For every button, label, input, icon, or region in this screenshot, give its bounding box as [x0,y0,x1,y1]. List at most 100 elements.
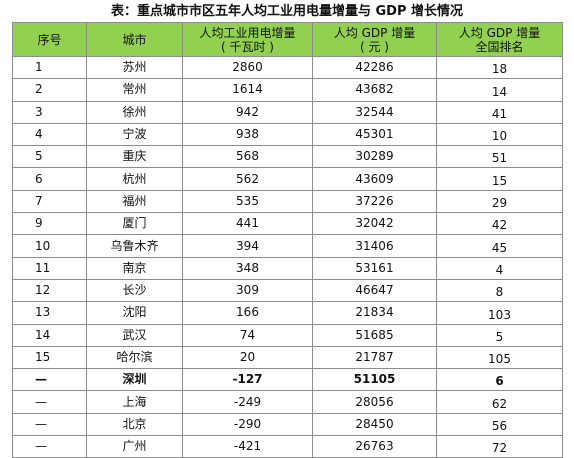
cell-rank: 62 [436,390,563,414]
table-row: 5 重庆 568 30289 51 [12,145,563,169]
cell-power: 166 [182,301,313,325]
cell-rank: 5 [436,323,563,347]
cell-rank: 15 [436,167,563,191]
cell-power: 309 [182,278,313,303]
cell-rank: 72 [436,435,563,458]
cell-gdp: 26763 [312,435,437,458]
cell-seq: — [12,435,87,458]
cell-power: 20 [182,345,313,370]
cell-power: -127 [182,368,313,392]
cell-rank: 8 [436,278,563,303]
cell-seq: 2 [12,78,87,102]
cell-power: -421 [182,435,313,458]
cell-seq: 3 [12,100,87,124]
cell-gdp: 43609 [312,167,437,191]
table-row: 7 福州 535 37226 29 [12,189,563,214]
header-rank: 人均 GDP 增量 全国排名 [436,22,563,57]
cell-rank: 105 [436,345,563,370]
cell-gdp: 51105 [312,368,437,392]
cell-rank: 4 [436,256,563,280]
cell-rank: 6 [436,368,563,392]
header-gdp-line2: ( 元 ) [360,39,389,54]
cell-power: -249 [182,390,313,414]
cell-gdp: 28056 [312,390,437,414]
cell-city: 上海 [86,390,183,414]
cell-seq: 9 [12,212,87,236]
cell-city: 北京 [86,412,183,437]
cell-city: 重庆 [86,145,183,169]
cell-seq: 1 [12,55,87,80]
table-title: 表：重点城市市区五年人均工业用电量增量与 GDP 增长情况 [110,4,464,19]
cell-city: 常州 [86,78,183,102]
cell-power: 942 [182,100,313,124]
table-row: 2 常州 1614 43682 14 [12,78,563,102]
cell-rank: 10 [436,122,563,147]
cell-city: 苏州 [86,55,183,80]
cell-gdp: 32544 [312,100,437,124]
data-table: 序号 城市 人均工业用电增量 ( 千瓦时 ) 人均 GDP 增量 ( 元 ) 人… [12,22,563,458]
cell-power: 562 [182,167,313,191]
cell-city: 沈阳 [86,301,183,325]
cell-city: 南京 [86,256,183,280]
cell-gdp: 42286 [312,55,437,80]
cell-city: 深圳 [86,368,183,392]
cell-city: 乌鲁木齐 [86,234,183,258]
cell-city: 武汉 [86,323,183,347]
cell-seq: 12 [12,278,87,303]
cell-gdp: 43682 [312,78,437,102]
cell-seq: 13 [12,301,87,325]
table-row: 4 宁波 938 45301 10 [12,122,563,147]
table-row: 6 杭州 562 43609 15 [12,167,563,191]
cell-gdp: 28450 [312,412,437,437]
table-body: 1 苏州 2860 42286 18 2 常州 1614 43682 14 3 徐州 942 32544 4… [12,55,563,458]
cell-rank: 41 [436,100,563,124]
cell-seq: 6 [12,167,87,191]
table-row: 15 哈尔滨 20 21787 105 [12,345,563,370]
cell-seq: 14 [12,323,87,347]
table-row: 10 乌鲁木齐 394 31406 45 [12,234,563,258]
cell-power: 394 [182,234,313,258]
cell-city: 徐州 [86,100,183,124]
cell-seq: — [12,368,87,392]
cell-power: 348 [182,256,313,280]
header-power: 人均工业用电增量 ( 千瓦时 ) [182,22,313,57]
cell-city: 厦门 [86,212,183,236]
cell-rank: 45 [436,234,563,258]
header-gdp: 人均 GDP 增量 ( 元 ) [312,22,437,57]
table-row: 11 南京 348 53161 4 [12,256,563,280]
cell-power: 2860 [182,55,313,80]
cell-power: 535 [182,189,313,214]
cell-seq: 15 [12,345,87,370]
cell-city: 福州 [86,189,183,214]
cell-seq: 4 [12,122,87,147]
cell-gdp: 21787 [312,345,437,370]
table-row: 13 沈阳 166 21834 103 [12,301,563,325]
cell-rank: 42 [436,212,563,236]
cell-gdp: 51685 [312,323,437,347]
table-row: 12 长沙 309 46647 8 [12,278,563,303]
header-gdp-line1: 人均 GDP 增量 [333,25,416,40]
cell-city: 杭州 [86,167,183,191]
table-row: 3 徐州 942 32544 41 [12,100,563,124]
table-row: — 上海 -249 28056 62 [12,390,563,414]
cell-power: 938 [182,122,313,147]
header-power-line1: 人均工业用电增量 [199,25,296,40]
header-row: 序号 城市 人均工业用电增量 ( 千瓦时 ) 人均 GDP 增量 ( 元 ) 人… [12,22,563,57]
cell-city: 哈尔滨 [86,345,183,370]
header-rank-line1: 人均 GDP 增量 [458,25,541,40]
cell-power: 74 [182,323,313,347]
cell-power: -290 [182,412,313,437]
cell-rank: 29 [436,189,563,214]
header-rank-line2: 全国排名 [475,39,524,54]
header-city: 城市 [86,22,183,57]
cell-gdp: 37226 [312,189,437,214]
table-row: 9 厦门 441 32042 42 [12,212,563,236]
table-row: — 广州 -421 26763 72 [12,435,563,458]
cell-gdp: 32042 [312,212,437,236]
cell-gdp: 45301 [312,122,437,147]
cell-seq: 5 [12,145,87,169]
cell-gdp: 30289 [312,145,437,169]
cell-power: 1614 [182,78,313,102]
cell-gdp: 21834 [312,301,437,325]
cell-gdp: 53161 [312,256,437,280]
